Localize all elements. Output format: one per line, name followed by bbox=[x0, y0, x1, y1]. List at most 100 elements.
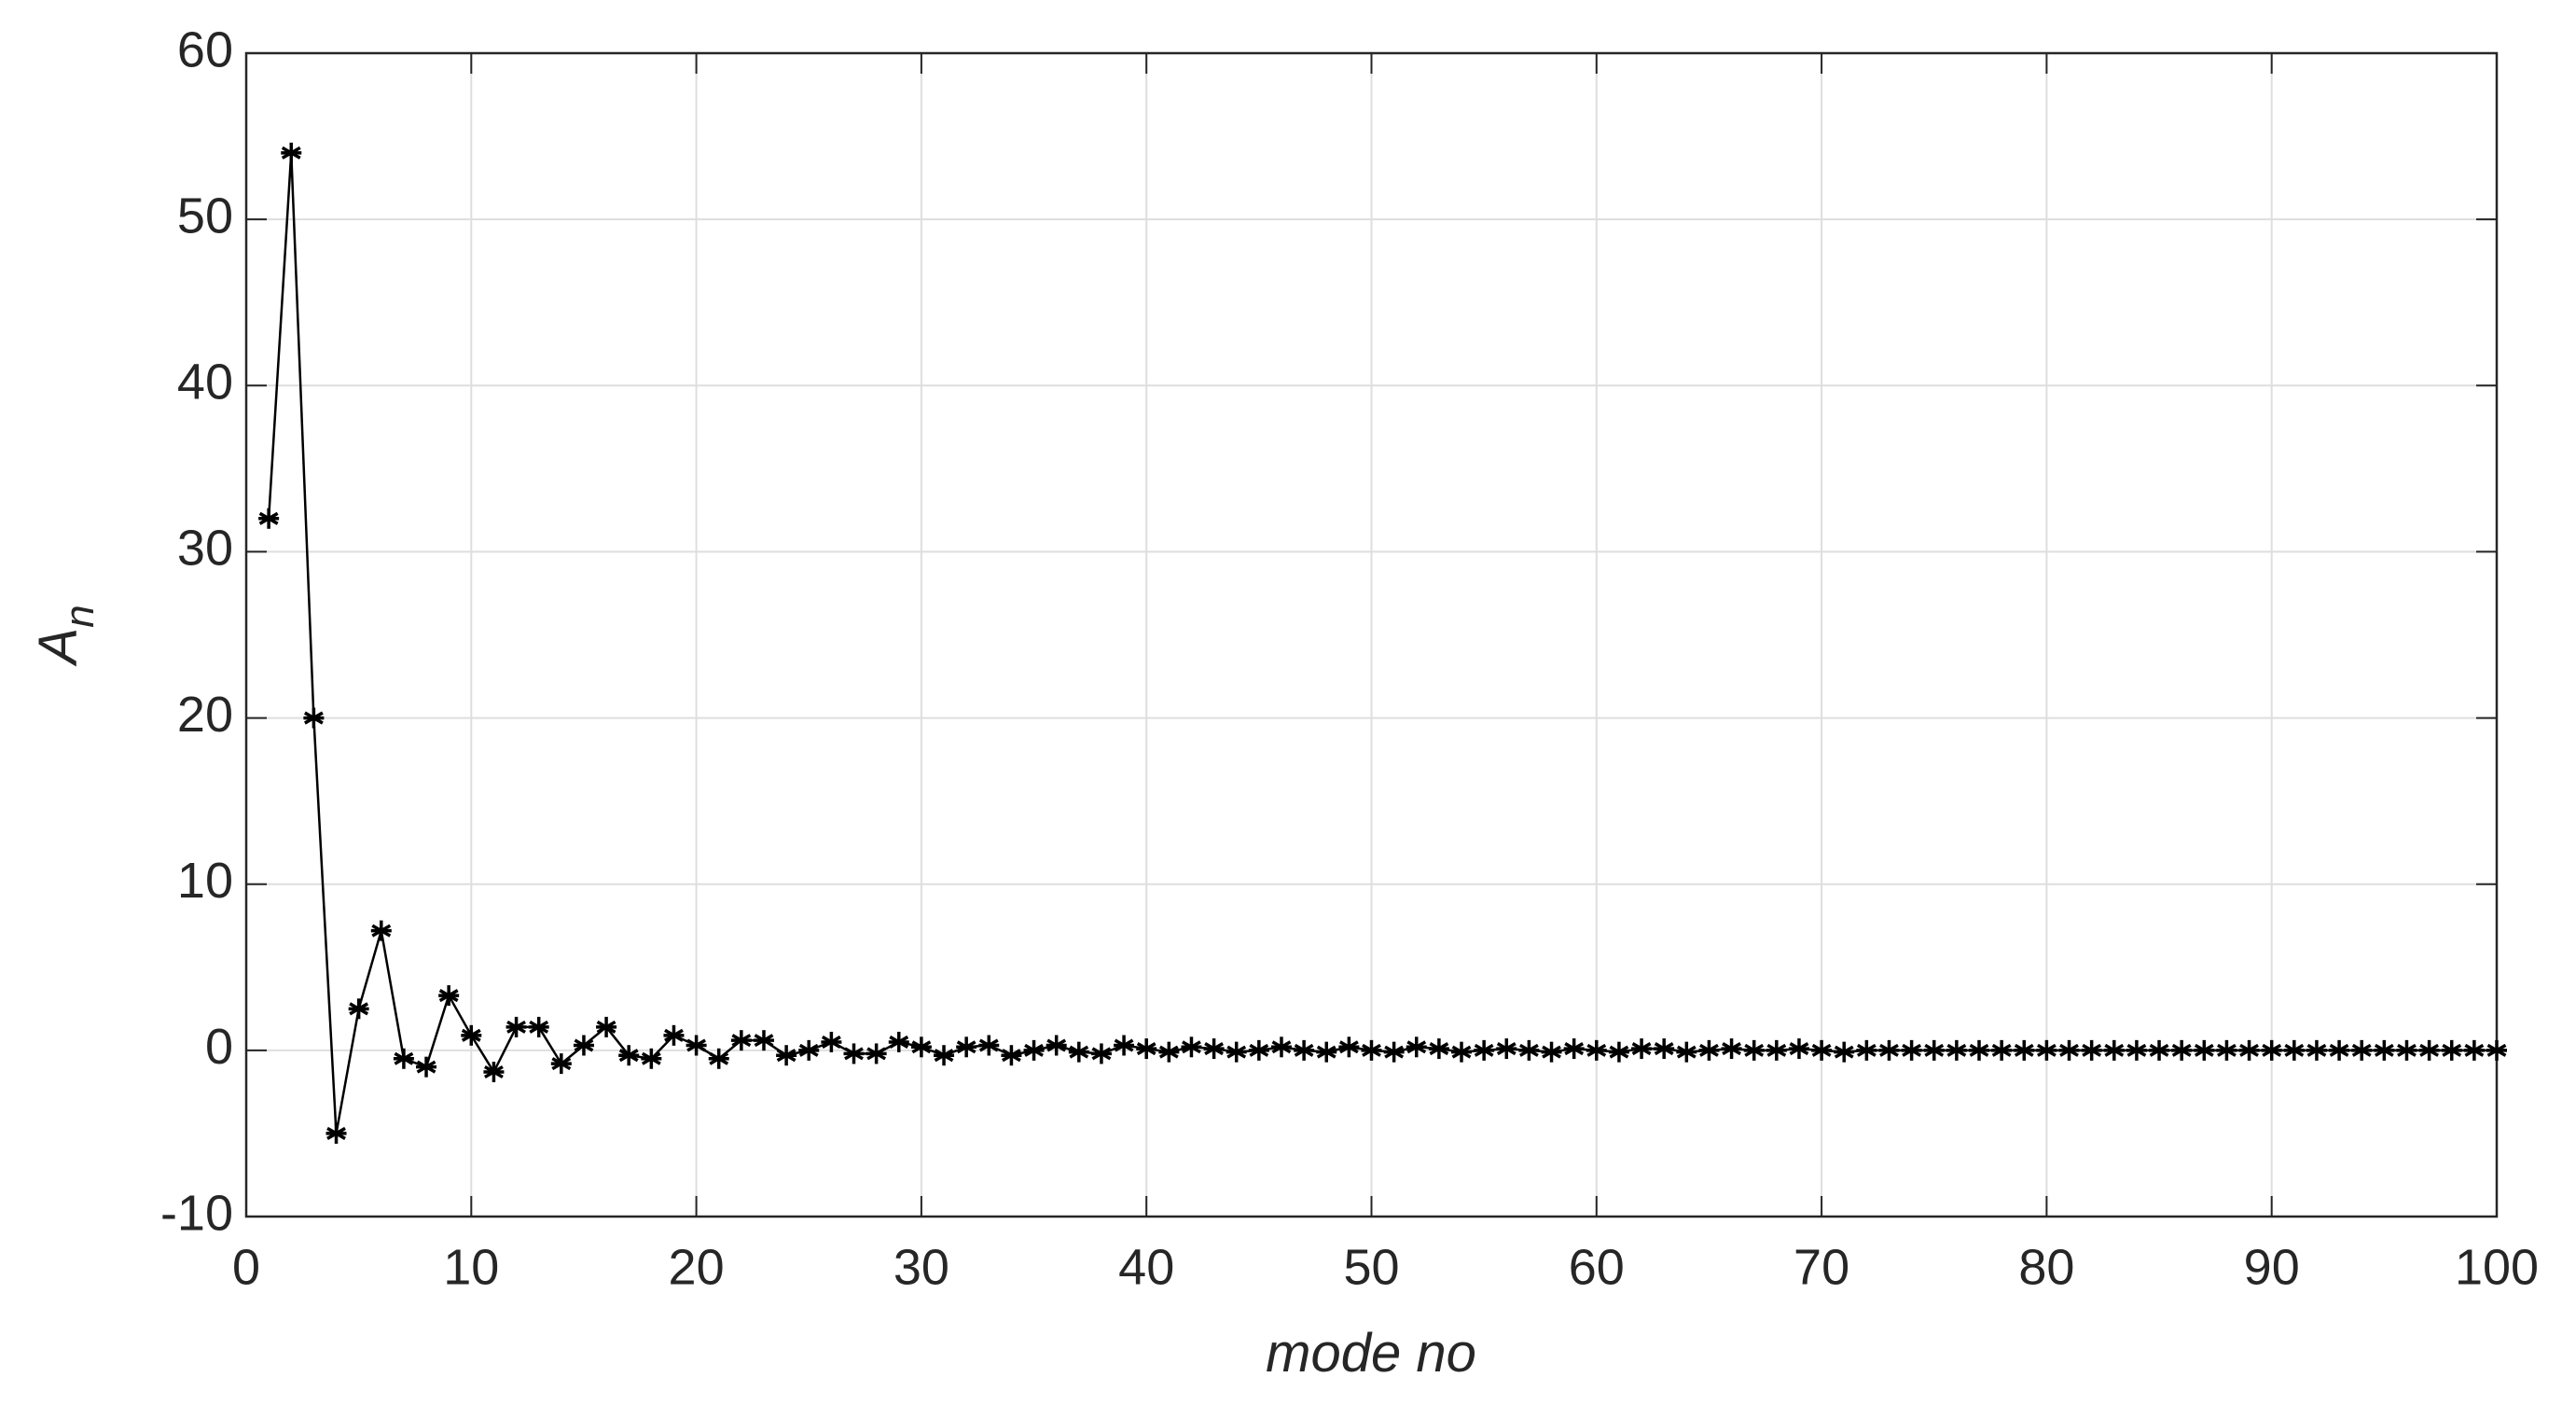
y-tick-label: 10 bbox=[177, 853, 233, 909]
x-tick-label: 10 bbox=[443, 1239, 499, 1295]
data-marker bbox=[2306, 1039, 2327, 1061]
data-marker bbox=[1991, 1039, 2013, 1061]
x-tick-label: 50 bbox=[1343, 1239, 1399, 1295]
y-tick-label: 50 bbox=[177, 188, 233, 243]
data-marker bbox=[596, 1016, 617, 1037]
data-marker bbox=[550, 1053, 572, 1075]
data-marker bbox=[641, 1048, 662, 1069]
data-marker bbox=[2351, 1039, 2373, 1061]
data-marker bbox=[2261, 1039, 2282, 1061]
data-marker bbox=[1811, 1039, 1833, 1061]
data-marker bbox=[2171, 1039, 2193, 1061]
data-marker bbox=[2329, 1039, 2350, 1061]
data-marker bbox=[1226, 1041, 1247, 1063]
data-marker bbox=[708, 1048, 729, 1069]
data-marker bbox=[573, 1035, 594, 1056]
data-marker bbox=[1068, 1041, 1089, 1063]
data-marker bbox=[1654, 1038, 1675, 1060]
data-marker bbox=[1878, 1039, 1900, 1061]
data-marker bbox=[1631, 1038, 1653, 1060]
data-marker bbox=[1023, 1039, 1045, 1061]
data-marker bbox=[1001, 1045, 1022, 1066]
data-marker bbox=[686, 1035, 707, 1056]
x-tick-label: 80 bbox=[2018, 1239, 2074, 1295]
data-marker bbox=[1428, 1038, 1449, 1060]
y-axis-label: An bbox=[28, 605, 103, 666]
data-marker bbox=[303, 707, 325, 729]
data-marker bbox=[1046, 1035, 1067, 1056]
data-marker bbox=[1518, 1039, 1540, 1061]
data-marker bbox=[325, 1122, 347, 1144]
y-axis-label-main: A bbox=[28, 628, 89, 667]
y-tick-label: 60 bbox=[177, 21, 233, 77]
data-marker bbox=[956, 1036, 977, 1058]
x-tick-label: 30 bbox=[893, 1239, 949, 1295]
data-marker bbox=[888, 1031, 909, 1052]
x-tick-label: 70 bbox=[1794, 1239, 1849, 1295]
data-marker bbox=[1946, 1039, 1967, 1061]
y-tick-label: -10 bbox=[160, 1185, 233, 1241]
data-marker bbox=[1270, 1036, 1292, 1058]
data-marker bbox=[393, 1048, 414, 1069]
data-marker bbox=[1608, 1041, 1629, 1063]
plot-frame bbox=[244, 51, 2499, 1218]
data-marker bbox=[1361, 1039, 1382, 1061]
data-marker bbox=[1203, 1038, 1225, 1060]
data-marker bbox=[2283, 1039, 2305, 1061]
data-marker bbox=[1338, 1036, 1360, 1058]
data-marker bbox=[821, 1031, 842, 1052]
data-marker bbox=[258, 508, 280, 529]
data-marker bbox=[910, 1036, 932, 1058]
data-marker bbox=[1743, 1039, 1765, 1061]
data-marker bbox=[776, 1045, 797, 1066]
x-axis-label: mode no bbox=[1266, 1323, 1476, 1384]
data-marker bbox=[348, 998, 369, 1020]
data-marker bbox=[2126, 1039, 2147, 1061]
data-marker bbox=[1541, 1041, 1562, 1063]
data-marker bbox=[2081, 1039, 2102, 1061]
y-axis-label-subscript: n bbox=[57, 605, 103, 627]
data-marker bbox=[528, 1016, 549, 1037]
x-tick-label: 20 bbox=[669, 1239, 725, 1295]
data-marker bbox=[753, 1030, 774, 1051]
data-marker bbox=[1901, 1039, 1922, 1061]
data-marker bbox=[1721, 1038, 1742, 1060]
x-tick-label: 100 bbox=[2455, 1239, 2539, 1295]
data-marker bbox=[1856, 1039, 1877, 1061]
data-marker bbox=[1698, 1039, 1720, 1061]
data-marker bbox=[2216, 1039, 2237, 1061]
data-marker bbox=[483, 1062, 505, 1083]
data-marker bbox=[843, 1043, 865, 1064]
data-marker bbox=[1316, 1041, 1337, 1063]
data-marker bbox=[370, 920, 392, 941]
data-marker bbox=[1181, 1036, 1202, 1058]
data-marker bbox=[2418, 1039, 2440, 1061]
data-marker bbox=[934, 1045, 955, 1066]
data-marker bbox=[1788, 1038, 1809, 1060]
data-marker bbox=[2463, 1039, 2485, 1061]
data-marker bbox=[2058, 1039, 2080, 1061]
data-marker bbox=[1766, 1039, 1787, 1061]
y-tick-label: 0 bbox=[205, 1019, 233, 1075]
data-marker bbox=[506, 1016, 527, 1037]
data-marker bbox=[1114, 1035, 1135, 1056]
data-marker bbox=[281, 142, 302, 163]
data-marker bbox=[2441, 1039, 2462, 1061]
data-marker bbox=[2014, 1039, 2035, 1061]
data-marker bbox=[416, 1056, 437, 1078]
data-marker bbox=[1676, 1041, 1697, 1063]
data-marker bbox=[2486, 1039, 2507, 1061]
y-tick-label: 40 bbox=[177, 355, 233, 410]
data-marker bbox=[1136, 1038, 1157, 1060]
data-marker bbox=[2103, 1039, 2125, 1061]
data-marker bbox=[1158, 1041, 1180, 1063]
data-marker bbox=[438, 985, 460, 1007]
data-marker bbox=[461, 1024, 482, 1046]
data-marker bbox=[1383, 1041, 1405, 1063]
data-marker bbox=[1586, 1039, 1607, 1061]
data-marker bbox=[1923, 1039, 1945, 1061]
data-marker bbox=[663, 1024, 685, 1046]
data-marker bbox=[1090, 1043, 1112, 1064]
data-marker bbox=[1496, 1038, 1517, 1060]
